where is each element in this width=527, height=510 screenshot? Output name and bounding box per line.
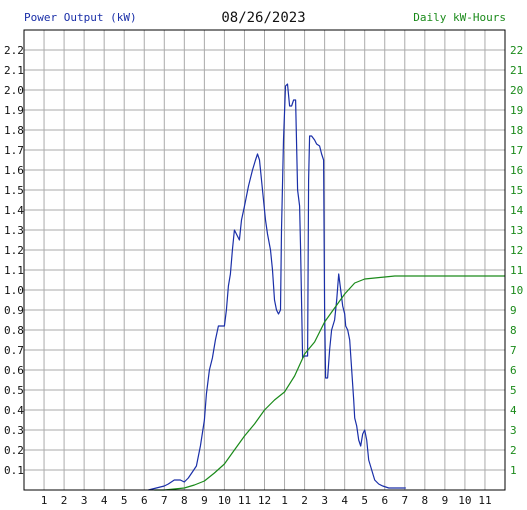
left-tick-label: 2.2 <box>4 44 24 57</box>
chart-date-title: 08/26/2023 <box>221 10 306 26</box>
right-tick-label: 17 <box>510 144 523 157</box>
series-layer <box>148 83 505 491</box>
right-tick-label: 12 <box>510 244 523 257</box>
left-tick-label: 1.1 <box>4 264 24 277</box>
left-tick-label: 1.4 <box>4 204 24 217</box>
x-tick-label: 5 <box>121 494 128 507</box>
right-tick-label: 7 <box>510 344 517 357</box>
x-tick-label: 11 <box>478 494 491 507</box>
x-tick-label: 3 <box>81 494 88 507</box>
x-tick-label: 3 <box>321 494 328 507</box>
x-tick-label: 7 <box>401 494 408 507</box>
left-tick-label: 0.2 <box>4 444 24 457</box>
left-tick-label: 1.3 <box>4 224 24 237</box>
right-tick-label: 11 <box>510 264 523 277</box>
right-tick-label: 5 <box>510 384 517 397</box>
x-tick-label: 11 <box>238 494 251 507</box>
x-tick-label: 4 <box>341 494 348 507</box>
right-tick-label: 8 <box>510 324 517 337</box>
right-tick-label: 13 <box>510 224 523 237</box>
x-tick-label: 10 <box>218 494 231 507</box>
x-tick-label: 1 <box>281 494 288 507</box>
right-tick-label: 19 <box>510 104 523 117</box>
daily-kwh-line <box>154 275 505 491</box>
left-tick-label: 1.0 <box>4 284 24 297</box>
x-tick-label: 2 <box>301 494 308 507</box>
left-tick-label: 0.4 <box>4 404 24 417</box>
right-tick-label: 18 <box>510 124 523 137</box>
left-axis-title: Power Output (kW) <box>24 11 137 24</box>
right-tick-label: 6 <box>510 364 517 377</box>
plot-frame <box>23 29 506 491</box>
left-tick-label: 0.7 <box>4 344 24 357</box>
x-tick-label: 6 <box>381 494 388 507</box>
x-tick-label: 12 <box>258 494 271 507</box>
x-tick-label: 9 <box>201 494 208 507</box>
x-tick-label: 2 <box>61 494 68 507</box>
x-tick-label: 8 <box>422 494 429 507</box>
right-tick-label: 10 <box>510 284 523 297</box>
left-tick-label: 1.8 <box>4 124 24 137</box>
right-tick-label: 14 <box>510 204 524 217</box>
x-tick-label: 7 <box>161 494 168 507</box>
left-axis-ticks: 0.1 0.2 0.3 0.4 0.5 0.6 0.7 0.8 0.9 1.0 1.1 1.2 1.3 1… <box>4 44 24 477</box>
left-tick-label: 0.5 <box>4 384 24 397</box>
left-tick-label: 0.8 <box>4 324 24 337</box>
left-tick-label: 0.6 <box>4 364 24 377</box>
left-tick-label: 1.7 <box>4 144 24 157</box>
x-tick-label: 4 <box>101 494 108 507</box>
power-output-line <box>148 83 406 491</box>
left-tick-label: 1.2 <box>4 244 24 257</box>
left-tick-label: 1.9 <box>4 104 24 117</box>
right-tick-label: 21 <box>510 64 523 77</box>
left-tick-label: 2.1 <box>4 64 24 77</box>
x-tick-label: 5 <box>361 494 368 507</box>
x-tick-label: 6 <box>141 494 148 507</box>
left-tick-label: 0.1 <box>4 464 24 477</box>
right-tick-label: 20 <box>510 84 523 97</box>
x-tick-label: 1 <box>41 494 48 507</box>
right-tick-label: 1 <box>510 464 517 477</box>
left-tick-label: 1.6 <box>4 164 24 177</box>
right-tick-label: 2 <box>510 444 517 457</box>
right-tick-label: 4 <box>510 404 517 417</box>
left-tick-label: 0.9 <box>4 304 24 317</box>
right-tick-label: 15 <box>510 184 523 197</box>
x-tick-label: 9 <box>442 494 449 507</box>
right-axis-title: Daily kW-Hours <box>413 11 506 24</box>
right-tick-label: 9 <box>510 304 517 317</box>
right-tick-label: 16 <box>510 164 523 177</box>
grid <box>24 30 505 490</box>
left-tick-label: 1.5 <box>4 184 24 197</box>
left-tick-label: 2.0 <box>4 84 24 97</box>
right-tick-label: 3 <box>510 424 517 437</box>
x-tick-label: 8 <box>181 494 188 507</box>
x-axis-ticks: 1 2 3 4 5 6 7 8 9 10 11 12 1 2 3 4 5 6 7 8 9 10 11 <box>41 494 492 507</box>
right-tick-label: 22 <box>510 44 523 57</box>
left-tick-label: 0.3 <box>4 424 24 437</box>
x-tick-label: 10 <box>458 494 471 507</box>
